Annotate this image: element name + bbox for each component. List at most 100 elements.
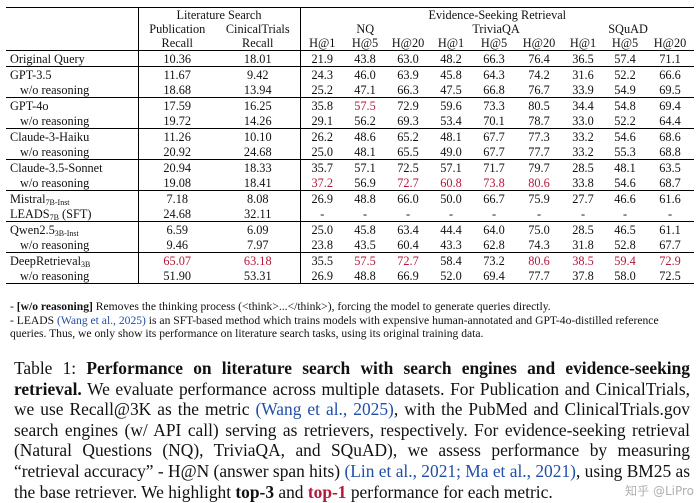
- table-cell: 57.1: [344, 159, 387, 175]
- table-cell: 60.4: [397, 237, 419, 252]
- table-cell: -: [580, 206, 586, 221]
- table-cell: 60.8: [440, 175, 462, 190]
- table-cell: 53.4: [440, 113, 462, 128]
- caption-citation-1[interactable]: (Wang et al., 2025): [255, 399, 394, 420]
- table-cell: 49.0: [440, 144, 462, 159]
- model-name: GPT-4o: [6, 97, 138, 113]
- model-name: w/o reasoning: [20, 113, 90, 128]
- table-cell: 44.4: [430, 221, 473, 237]
- table-cell: 33.9: [572, 82, 594, 97]
- table-cell: 54.8: [604, 97, 647, 113]
- table-cell: 16.25: [216, 97, 301, 113]
- table-cell: 19.72: [137, 113, 216, 129]
- table-cell: 28.5: [562, 221, 605, 237]
- table-cell: -: [536, 206, 542, 221]
- table-row: w/o reasoning 18.68 13.94 25.2 47.1 66.3 47.5 6…: [6, 82, 694, 98]
- caption-citation-2[interactable]: (Lin et al., 2021; Ma et al., 2021): [344, 460, 576, 481]
- table-row: DeepRetrieval3B 65.07 63.18 35.5 57.5 72.7 58.…: [6, 252, 695, 268]
- table-cell: 69.4: [472, 268, 517, 284]
- triviaqa-header: TriviaQA: [472, 22, 520, 36]
- table-cell: 64.4: [659, 113, 681, 128]
- table-cell: 34.4: [562, 97, 605, 113]
- clinicaltrials-header: CinicalTrials: [225, 22, 290, 36]
- table-cell: 27.7: [562, 190, 605, 206]
- table-cell: 77.3: [516, 128, 563, 144]
- table-cell: 69.5: [659, 82, 681, 97]
- table-cell: -: [299, 206, 345, 222]
- table-cell: 66.0: [386, 190, 431, 206]
- table-cell: 57.4: [604, 50, 647, 67]
- note-citation[interactable]: (Wang et al., 2025): [57, 313, 146, 327]
- table-cell: 45.8: [430, 66, 473, 82]
- table-cell: 71.1: [646, 50, 695, 67]
- table-cell: 26.2: [299, 128, 345, 144]
- table-cell: 65.5: [397, 144, 419, 159]
- table-cell: 48.8: [344, 190, 387, 206]
- table-cell: 66.6: [646, 66, 695, 82]
- table-cell: 33.8: [572, 175, 594, 190]
- table-cell: 48.2: [430, 50, 473, 67]
- model-name: Claude-3.5-Sonnet: [6, 159, 138, 175]
- table-cell: 48.1: [430, 128, 473, 144]
- results-table: Literature Search Evidence-Seeking Retri…: [6, 7, 695, 284]
- table-cell: 46.6: [604, 190, 647, 206]
- table-cell: 80.5: [516, 97, 563, 113]
- table-cell: 67.7: [659, 237, 681, 252]
- table-cell: 43.8: [344, 50, 387, 67]
- table-cell: 21.9: [299, 50, 345, 67]
- metric-header: Recall: [137, 36, 216, 51]
- table-cell: 48.1: [354, 144, 376, 159]
- model-name: w/o reasoning: [6, 268, 138, 284]
- table-cell: 13.94: [243, 82, 272, 97]
- metric-header: Recall: [242, 36, 274, 50]
- table-cell: 51.90: [137, 268, 216, 284]
- table-cell: 19.08: [137, 175, 216, 191]
- table-cell: 78.7: [528, 113, 550, 128]
- table-cell: 47.5: [440, 82, 462, 97]
- table-cell: 63.18: [216, 252, 301, 268]
- note-leads: - LEADS (Wang et al., 2025) is an SFT-ba…: [10, 313, 659, 341]
- table-cell: 56.2: [354, 113, 376, 128]
- model-name: LEADS7B (SFT): [10, 206, 92, 222]
- table-cell: 80.6: [516, 252, 563, 268]
- caption-title: Performance on literature search with se…: [14, 358, 690, 399]
- table-cell: 68.8: [659, 144, 681, 159]
- table-cell: 59.4: [604, 252, 647, 268]
- metric-header: H@20: [522, 36, 556, 50]
- table-row: GPT-3.5 11.67 9.42 24.3 46.0 63.9 45.8 64.3 74.2…: [6, 66, 695, 82]
- table-cell: 43.3: [440, 237, 462, 252]
- table-cell: 48.8: [344, 268, 387, 284]
- table-cell: 50.0: [430, 190, 473, 206]
- table-cell: 18.68: [137, 82, 216, 98]
- table-cell: 31.6: [562, 66, 605, 82]
- table-cell: 6.59: [137, 221, 216, 237]
- table-cell: 74.2: [516, 66, 563, 82]
- caption-top3: top-3: [235, 481, 275, 502]
- table-cell: 73.8: [483, 175, 505, 190]
- model-name: w/o reasoning: [20, 175, 90, 190]
- table-cell: -: [667, 206, 673, 221]
- table-cell: 20.92: [137, 144, 216, 160]
- squad-header: SQuAD: [608, 22, 648, 36]
- table-cell: 9.46: [137, 237, 216, 253]
- table-cell: 35.5: [299, 252, 345, 268]
- metric-header: H@5: [351, 36, 379, 50]
- table-cell: 74.3: [528, 237, 550, 252]
- table-cell: 43.5: [354, 237, 376, 252]
- table-cell: 72.7: [397, 175, 419, 190]
- table-row: GPT-4o 17.59 16.25 35.8 57.5 72.9 59.6 73.3 80.5…: [6, 97, 695, 113]
- table-cell: 23.8: [299, 237, 345, 253]
- table-row: w/o reasoning 19.08 18.41 37.2 56.9 72.7 60.8 7…: [6, 175, 694, 191]
- caption-label: Table 1:: [14, 358, 87, 378]
- table-cell: 54.9: [614, 82, 636, 97]
- table-cell: 52.8: [614, 237, 636, 252]
- metric-header: H@5: [611, 36, 639, 50]
- table-cell: 14.26: [243, 113, 272, 128]
- table-cell: 80.6: [528, 175, 550, 190]
- model-name: Mistral7B-Inst: [6, 190, 138, 206]
- table-cell: 54.6: [614, 175, 636, 190]
- table-row: w/o reasoning 9.46 7.97 23.8 43.5 60.4 43.3 62.…: [6, 237, 694, 253]
- table-cell: -: [622, 206, 628, 221]
- table-cell: 76.4: [516, 50, 563, 67]
- table-cell: 79.7: [516, 159, 563, 175]
